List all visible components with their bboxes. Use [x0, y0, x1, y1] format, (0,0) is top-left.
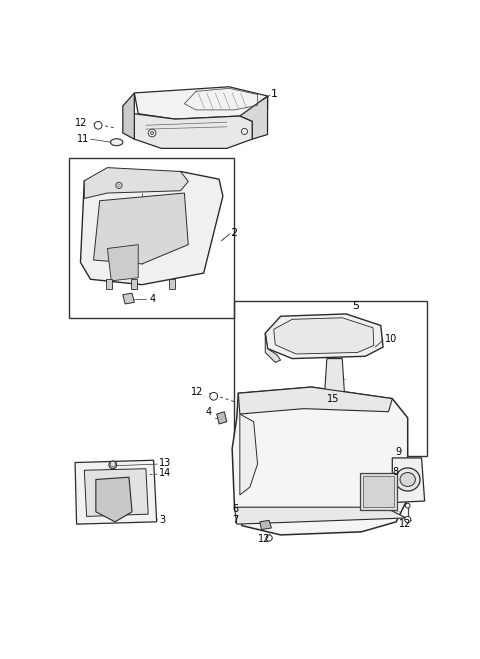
- Polygon shape: [240, 96, 267, 139]
- Text: 8: 8: [392, 467, 398, 476]
- Circle shape: [406, 503, 410, 508]
- Bar: [69, 158, 234, 318]
- Polygon shape: [84, 167, 188, 198]
- Polygon shape: [274, 318, 374, 354]
- Circle shape: [109, 461, 117, 469]
- Circle shape: [151, 131, 154, 134]
- Text: 2: 2: [230, 228, 238, 238]
- Text: 4: 4: [206, 407, 212, 416]
- Polygon shape: [169, 279, 175, 289]
- Text: 9: 9: [396, 447, 401, 457]
- Polygon shape: [234, 507, 406, 524]
- Polygon shape: [94, 193, 188, 264]
- Text: 13: 13: [159, 457, 171, 467]
- Bar: [363, 476, 394, 507]
- Polygon shape: [123, 293, 134, 304]
- Circle shape: [241, 129, 248, 134]
- Polygon shape: [265, 333, 281, 362]
- Polygon shape: [265, 314, 383, 358]
- Circle shape: [405, 517, 411, 523]
- Text: 3: 3: [159, 515, 165, 525]
- Text: 15: 15: [327, 393, 339, 403]
- Polygon shape: [238, 387, 392, 414]
- Polygon shape: [260, 521, 271, 530]
- Ellipse shape: [110, 139, 123, 146]
- Polygon shape: [240, 414, 258, 495]
- Circle shape: [110, 461, 116, 467]
- Text: 1: 1: [271, 90, 277, 100]
- Polygon shape: [108, 244, 138, 281]
- Text: 14: 14: [159, 469, 171, 478]
- Polygon shape: [134, 114, 252, 148]
- Circle shape: [266, 535, 272, 541]
- Text: 12: 12: [398, 519, 411, 529]
- Polygon shape: [96, 477, 132, 522]
- Circle shape: [148, 129, 156, 137]
- Text: 12: 12: [75, 118, 87, 128]
- Polygon shape: [134, 87, 267, 119]
- Polygon shape: [131, 279, 137, 289]
- Polygon shape: [217, 412, 227, 424]
- Polygon shape: [232, 387, 408, 535]
- Polygon shape: [324, 358, 345, 395]
- Circle shape: [94, 121, 102, 129]
- Text: 10: 10: [384, 333, 397, 343]
- Text: 4: 4: [150, 293, 156, 304]
- Text: 12: 12: [191, 387, 203, 397]
- Text: 6: 6: [232, 503, 238, 514]
- Circle shape: [210, 393, 217, 400]
- Polygon shape: [75, 460, 156, 524]
- Polygon shape: [81, 171, 223, 285]
- Ellipse shape: [400, 473, 415, 486]
- Bar: [234, 301, 427, 457]
- Text: 11: 11: [77, 134, 89, 144]
- Polygon shape: [106, 279, 112, 289]
- Bar: [360, 473, 397, 510]
- Polygon shape: [84, 469, 148, 517]
- Text: 5: 5: [352, 301, 359, 311]
- Text: 12: 12: [258, 534, 270, 544]
- Ellipse shape: [396, 468, 420, 491]
- Polygon shape: [123, 93, 134, 139]
- Text: 7: 7: [232, 515, 239, 525]
- Polygon shape: [392, 458, 425, 503]
